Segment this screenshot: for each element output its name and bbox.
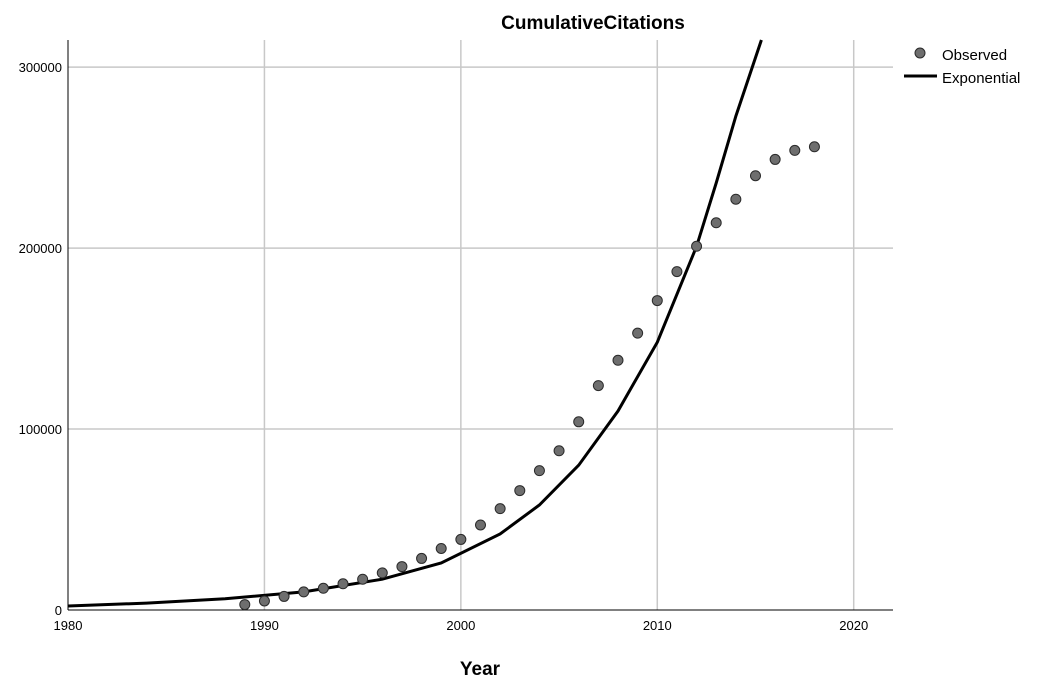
data-point-observed: [612, 354, 624, 366]
chart-title: CumulativeCitations: [501, 13, 685, 34]
plot-area: [67, 39, 820, 611]
y-tick-label: 0: [55, 603, 62, 618]
series-points-observed: [239, 141, 820, 611]
y-tick-label: 100000: [19, 422, 62, 437]
series-line-exponential: [67, 39, 763, 608]
data-point-observed: [789, 144, 801, 156]
legend: Observed Exponential: [904, 47, 1020, 87]
y-tick-label: 300000: [19, 60, 62, 75]
legend-label-observed: Observed: [942, 47, 1007, 64]
y-tick-label: 200000: [19, 241, 62, 256]
data-point-observed: [710, 217, 722, 229]
data-point-observed: [533, 465, 545, 477]
data-point-observed: [376, 567, 388, 579]
data-point-observed: [278, 590, 290, 602]
legend-label-exponential: Exponential: [942, 70, 1020, 87]
data-point-observed: [357, 573, 369, 585]
data-point-observed: [258, 595, 270, 607]
x-tick-label: 2010: [643, 618, 672, 633]
y-tick-labels: 0 100000 200000 300000: [19, 60, 62, 618]
data-point-observed: [691, 240, 703, 252]
x-tick-label: 2020: [839, 618, 868, 633]
data-point-observed: [808, 141, 820, 153]
data-point-observed: [553, 445, 565, 457]
data-point-observed: [416, 552, 428, 564]
data-point-observed: [573, 416, 585, 428]
data-point-observed: [317, 582, 329, 594]
y-gridlines: [68, 66, 893, 430]
data-point-observed: [750, 170, 761, 182]
x-tick-labels: 1980 1990 2000 2010 2020: [54, 618, 869, 633]
x-axis-label: Year: [460, 659, 501, 679]
legend-marker-observed: [914, 47, 926, 59]
data-point-observed: [298, 586, 310, 598]
data-point-observed: [769, 153, 781, 165]
data-point-observed: [494, 503, 506, 515]
data-point-observed: [651, 295, 663, 307]
data-point-observed: [514, 485, 526, 497]
x-tick-label: 1990: [250, 618, 279, 633]
data-point-observed: [592, 380, 604, 392]
data-point-observed: [671, 266, 683, 278]
x-tick-label: 2000: [446, 618, 475, 633]
data-point-observed: [337, 578, 349, 590]
data-point-observed: [455, 533, 467, 545]
data-point-observed: [435, 542, 447, 554]
data-point-observed: [730, 193, 742, 205]
x-tick-label: 1980: [54, 618, 83, 633]
data-point-observed: [632, 327, 644, 339]
x-gridlines: [263, 40, 855, 610]
data-point-observed: [475, 519, 486, 531]
data-point-observed: [396, 561, 408, 573]
data-point-observed: [239, 599, 251, 611]
